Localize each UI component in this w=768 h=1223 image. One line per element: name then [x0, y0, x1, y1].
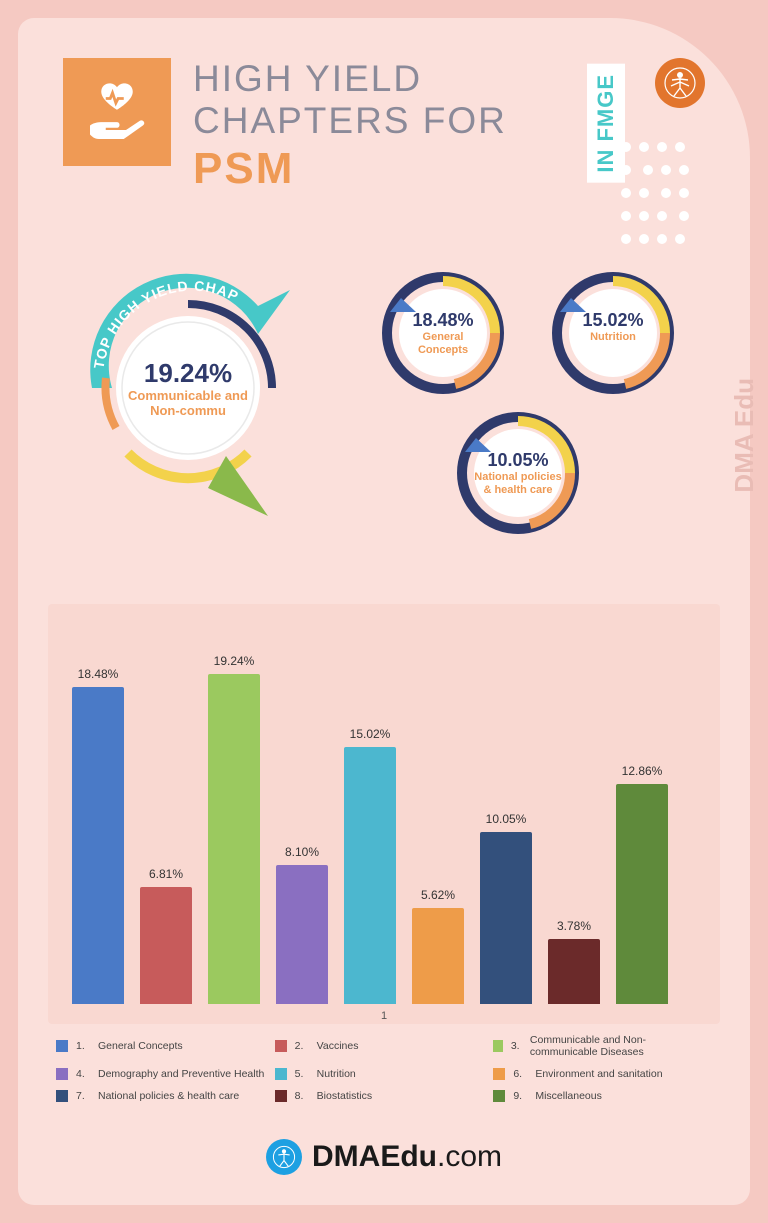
small-donut-1: 15.02% Nutrition: [548, 268, 678, 398]
legend-text: Vaccines: [317, 1040, 359, 1052]
bar-label-4: 8.10%: [276, 845, 328, 859]
bar-7: [480, 832, 532, 1004]
chart-legend: 1. General Concepts 2. Vaccines 3. Commu…: [56, 1034, 712, 1102]
bar-4: [276, 865, 328, 1004]
legend-num: 2.: [295, 1040, 309, 1052]
footer: DMAEdu.com: [18, 1139, 750, 1175]
legend-swatch: [493, 1040, 503, 1052]
legend-swatch: [275, 1068, 287, 1080]
legend-text: General Concepts: [98, 1040, 183, 1052]
small-donut-2: 10.05% National policies & health care: [453, 408, 583, 538]
legend-item-2: 2. Vaccines: [275, 1034, 494, 1058]
legend-text: Environment and sanitation: [535, 1068, 662, 1080]
legend-num: 6.: [513, 1068, 527, 1080]
bar-label-8: 3.78%: [548, 919, 600, 933]
legend-item-9: 9. Miscellaneous: [493, 1090, 712, 1102]
small-name: Nutrition: [568, 331, 658, 344]
legend-num: 4.: [76, 1068, 90, 1080]
small-pct: 18.48%: [398, 310, 488, 331]
legend-text: Communicable and Non-communicable Diseas…: [530, 1034, 712, 1058]
bar-label-1: 18.48%: [72, 667, 124, 681]
legend-item-7: 7. National policies & health care: [56, 1090, 275, 1102]
footer-brand: DMAEdu.com: [312, 1140, 502, 1174]
legend-item-3: 3. Communicable and Non-communicable Dis…: [493, 1034, 712, 1058]
legend-text: Demography and Preventive Health: [98, 1068, 264, 1080]
legend-swatch: [56, 1040, 68, 1052]
legend-num: 5.: [295, 1068, 309, 1080]
bar-label-6: 5.62%: [412, 888, 464, 902]
main-name: Communicable and Non-commu: [128, 389, 248, 419]
hand-heart-icon: [81, 76, 153, 148]
small-donut-0: 18.48% General Concepts: [378, 268, 508, 398]
legend-swatch: [493, 1090, 505, 1102]
canvas: HIGH YIELD CHAPTERS FOR PSM IN FMGE DMA …: [18, 18, 750, 1205]
bar-chart: 1 18.48% 6.81% 19.24% 8.10% 15.02% 5.62% 10.05…: [48, 604, 720, 1024]
legend-num: 8.: [295, 1090, 309, 1102]
top-chapter-donut: TOP HIGH YIELD CHAPTER 19.24% Communicab…: [58, 258, 318, 518]
x-axis-label: 1: [381, 1010, 387, 1022]
legend-swatch: [56, 1068, 68, 1080]
legend-text: Biostatistics: [317, 1090, 372, 1102]
legend-swatch: [56, 1090, 68, 1102]
bar-9: [616, 784, 668, 1004]
legend-swatch: [275, 1040, 287, 1052]
legend-text: Miscellaneous: [535, 1090, 602, 1102]
legend-num: 3.: [511, 1040, 522, 1052]
vitruvian-icon: [655, 58, 705, 108]
bar-6: [412, 908, 464, 1004]
bar-label-2: 6.81%: [140, 867, 192, 881]
bar-label-7: 10.05%: [480, 812, 532, 826]
bar-2: [140, 887, 192, 1004]
legend-item-4: 4. Demography and Preventive Health: [56, 1068, 275, 1080]
legend-item-1: 1. General Concepts: [56, 1034, 275, 1058]
small-pct: 10.05%: [473, 450, 563, 471]
small-name: National policies & health care: [473, 471, 563, 496]
legend-swatch: [275, 1090, 287, 1102]
title-block: HIGH YIELD CHAPTERS FOR PSM: [193, 58, 507, 194]
watermark: DMA Edu: [729, 378, 760, 493]
bar-1: [72, 687, 124, 1004]
bar-5: [344, 747, 396, 1004]
bar-label-5: 15.02%: [344, 727, 396, 741]
legend-num: 7.: [76, 1090, 90, 1102]
main-pct: 19.24%: [128, 358, 248, 389]
legend-item-6: 6. Environment and sanitation: [493, 1068, 712, 1080]
title-subject: PSM: [193, 144, 507, 194]
bar-label-9: 12.86%: [616, 764, 668, 778]
footer-logo-icon: [266, 1139, 302, 1175]
small-pct: 15.02%: [568, 310, 658, 331]
header: HIGH YIELD CHAPTERS FOR PSM IN FMGE: [63, 58, 705, 208]
legend-num: 9.: [513, 1090, 527, 1102]
dot-grid-icon: [617, 138, 705, 253]
title-line-1: HIGH YIELD: [193, 58, 507, 100]
title-line-2: CHAPTERS FOR: [193, 100, 507, 142]
small-name: General Concepts: [398, 331, 488, 356]
legend-text: National policies & health care: [98, 1090, 239, 1102]
legend-swatch: [493, 1068, 505, 1080]
legend-num: 1.: [76, 1040, 90, 1052]
legend-item-8: 8. Biostatistics: [275, 1090, 494, 1102]
legend-text: Nutrition: [317, 1068, 356, 1080]
subject-icon: [63, 58, 171, 166]
bar-label-3: 19.24%: [208, 654, 260, 668]
legend-item-5: 5. Nutrition: [275, 1068, 494, 1080]
bar-8: [548, 939, 600, 1004]
bar-3: [208, 674, 260, 1004]
